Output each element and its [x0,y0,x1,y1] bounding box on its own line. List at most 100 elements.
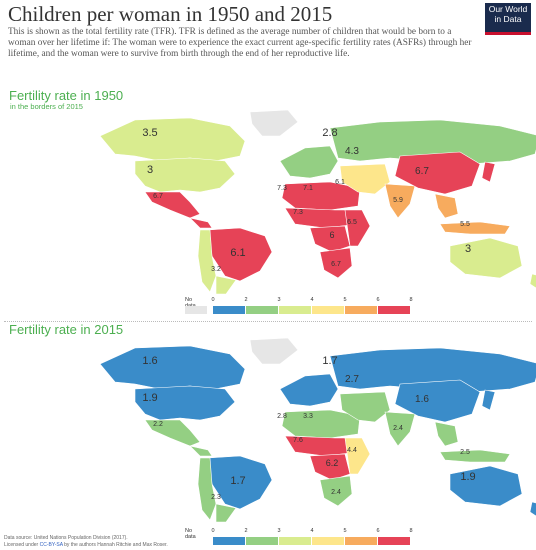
legend-1950-tick-0: 0 [211,297,215,303]
legend-2015-nodata-label: No data [185,528,196,540]
legend-2015-tick-4: 5 [343,528,347,534]
map-label-north-africa-1: 7.3 [277,185,287,192]
region-nz[interactable] [529,273,536,289]
footer-license-suffix: by the authors Hannah Ritchie and Max Ro… [62,542,168,548]
legend-1950-tick-4: 5 [343,297,347,303]
map-label-central-africa: 6.2 [326,458,339,468]
region-japan[interactable] [481,161,496,183]
map-label-indonesia: 2.5 [460,449,470,456]
map-1950-title: Fertility rate in 1950 [9,88,124,103]
legend-1950-swatch-2 [279,306,311,314]
region-brazil[interactable] [207,227,273,282]
region-middle-east[interactable] [339,391,391,423]
region-east-africa[interactable] [344,209,371,247]
region-north-africa[interactable] [281,409,361,439]
logo-line-2: in Data [494,13,522,24]
region-argentina[interactable] [215,275,237,294]
map-1950-subtitle: in the borders of 2015 [10,102,83,111]
region-canada[interactable] [99,345,246,390]
region-southern-africa[interactable] [319,475,353,507]
map-label-canada: 1.6 [142,355,157,367]
map-label-middle-east: 2.7 [345,374,359,385]
map-label-australia: 3 [465,243,471,255]
region-japan[interactable] [481,389,496,411]
region-china[interactable] [394,379,481,423]
region-mexico[interactable] [144,419,201,447]
map-label-india: 5.9 [393,197,403,204]
region-middle-east[interactable] [339,163,391,195]
map-2015-title: Fertility rate in 2015 [9,322,124,337]
map-label-mexico: 2.2 [153,421,163,428]
region-usa[interactable] [134,157,236,193]
region-seasia[interactable] [434,421,459,447]
legend-2015-swatch-1 [246,537,278,545]
region-north-africa[interactable] [281,181,361,211]
legend-1950-tick-5: 6 [376,297,380,303]
legend-2015-tick-3: 4 [310,528,314,534]
region-argentina[interactable] [215,503,237,522]
map-label-southern-africa: 2.4 [331,489,341,496]
map-label-argentina: 2.3 [211,494,221,501]
region-andes[interactable] [197,457,217,521]
region-mexico[interactable] [144,191,201,219]
region-usa[interactable] [134,385,236,421]
region-india[interactable] [384,183,416,219]
map-1950-regions [99,109,536,294]
region-southern-africa[interactable] [319,247,353,279]
map-label-sahel: 7.6 [293,437,303,444]
map-label-russia: 1.7 [322,355,337,367]
license-link[interactable]: CC-BY-SA [39,542,63,548]
map-label-russia: 2.8 [322,127,337,139]
region-nz[interactable] [529,501,536,517]
region-canada[interactable] [99,117,246,162]
region-indonesia[interactable] [439,221,511,235]
owid-logo[interactable]: Our World in Data [485,3,531,35]
region-russia[interactable] [329,119,536,165]
map-2015-labels: 1.6 1.9 1.7 2.7 1.6 2.8 3.3 7.6 6.2 4.4 2.4 1.7 2.3 2… [142,355,475,501]
legend-2015-tick-6: 8 [409,528,413,534]
legend-2015-swatch-5 [378,537,410,545]
map-label-usa: 1.9 [142,392,157,404]
map-1950: 3.5 3 2.8 4.3 6.7 7.3 7.1 6.1 7.3 6 6.5 6.7 6.1 3.2 5.… [99,109,536,294]
map-2015-regions [99,337,536,522]
region-australia[interactable] [449,465,523,507]
region-seasia[interactable] [434,193,459,219]
map-label-brazil: 6.1 [230,247,245,259]
region-centralam[interactable] [189,217,213,229]
region-greenland[interactable] [249,109,299,137]
logo-line-1: Our World [488,4,528,14]
legend-2015-swatch-4 [345,537,377,545]
map-label-north-africa-2: 3.3 [303,413,313,420]
map-label-australia: 1.9 [460,471,475,483]
map-label-central-africa: 6 [329,230,334,240]
map-label-brazil: 1.7 [230,475,245,487]
map-label-china: 6.7 [415,166,429,177]
region-greenland[interactable] [249,337,299,365]
region-centralam[interactable] [189,445,213,457]
map-label-sahel: 7.3 [293,209,303,216]
section-divider [4,321,532,322]
region-indonesia[interactable] [439,449,511,463]
region-india[interactable] [384,411,416,447]
map-label-usa: 3 [147,164,153,176]
map-label-north-africa-3: 6.1 [335,179,345,186]
region-brazil[interactable] [207,455,273,510]
map-label-india: 2.4 [393,425,403,432]
map-label-east-africa: 4.4 [347,447,357,454]
page-title: Children per woman in 1950 and 2015 [8,2,333,26]
region-russia[interactable] [329,347,536,393]
map-1950-labels: 3.5 3 2.8 4.3 6.7 7.3 7.1 6.1 7.3 6 6.5 6.7 6.1 3.2 5.… [142,127,471,273]
region-europe[interactable] [279,373,339,407]
footer-source: Data source: United Nations Population D… [4,535,128,541]
region-australia[interactable] [449,237,523,279]
map-label-indonesia: 5.5 [460,221,470,228]
region-europe[interactable] [279,145,339,179]
legend-1950-swatch-3 [312,306,344,314]
region-china[interactable] [394,151,481,195]
legend-1950-swatch-4 [345,306,377,314]
legend-2015-tick-2: 3 [277,528,281,534]
region-east-africa[interactable] [344,437,371,475]
map-2015: 1.6 1.9 1.7 2.7 1.6 2.8 3.3 7.6 6.2 4.4 2.4 1.7 2.3 2… [99,337,536,522]
region-andes[interactable] [197,229,217,293]
legend-1950-tick-6: 8 [409,297,413,303]
